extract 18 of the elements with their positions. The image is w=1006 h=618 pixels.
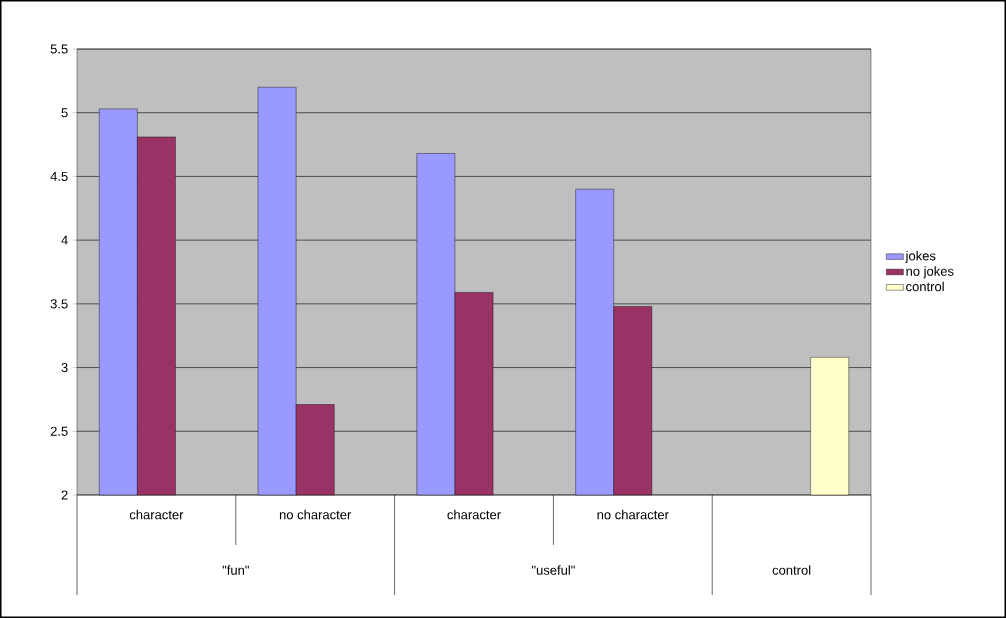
y-tick-label: 4.5	[50, 171, 68, 181]
text: control	[772, 565, 811, 575]
text: "fun"	[222, 565, 249, 575]
x-tick-label: no character	[279, 509, 352, 520]
y-tick-label: 2	[61, 490, 68, 500]
x-tick-label: no character	[597, 509, 669, 520]
text: "useful"	[532, 565, 575, 575]
legend-label: jokes	[905, 250, 936, 264]
legend-label: control	[906, 281, 944, 292]
x-tick-label: character	[129, 509, 184, 520]
legend-label: no jokes	[906, 266, 954, 279]
y-tick-label: 5.5	[50, 44, 68, 54]
x-tick-label: character	[447, 509, 501, 520]
y-tick-label: 3.5	[50, 299, 68, 309]
y-tick-label: 3	[61, 362, 68, 373]
y-tick-label: 2.5	[50, 426, 68, 436]
y-tick-label: 4	[61, 235, 68, 245]
y-tick-label: 5	[61, 108, 68, 118]
